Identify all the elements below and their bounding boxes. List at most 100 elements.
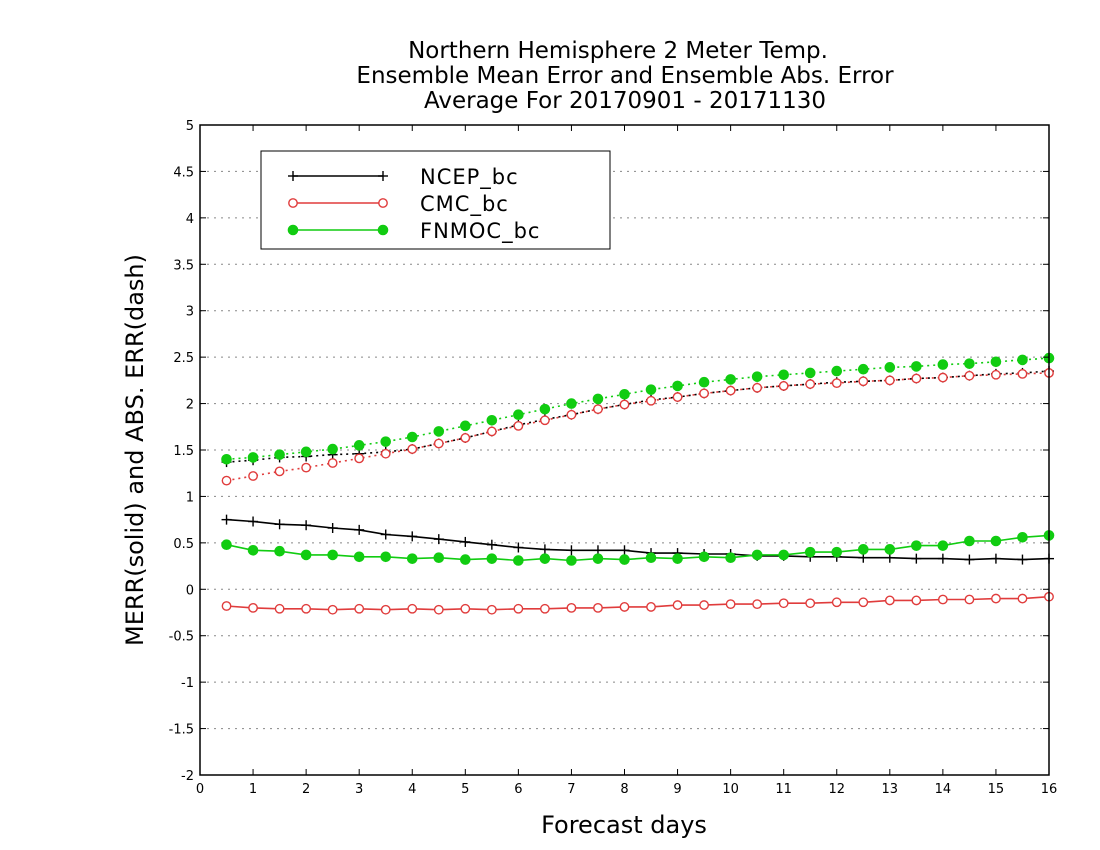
open-circle-marker	[380, 604, 391, 615]
open-circle-marker	[433, 438, 444, 449]
open-circle-marker	[460, 603, 471, 614]
open-circle-marker	[884, 375, 895, 386]
x-tick-label: 14	[935, 782, 952, 797]
open-circle-marker	[301, 462, 312, 473]
open-circle-marker	[964, 594, 975, 605]
filled-circle-marker	[857, 544, 869, 555]
plus-marker	[380, 529, 391, 540]
y-tick-label: 2	[186, 398, 194, 413]
filled-circle-marker	[406, 553, 418, 564]
open-circle-marker	[699, 600, 709, 610]
open-circle-marker	[221, 475, 232, 486]
open-circle-marker	[274, 603, 285, 614]
y-tick-label: -1.5	[169, 723, 194, 738]
filled-circle-marker	[964, 535, 975, 547]
filled-circle-marker	[804, 367, 816, 379]
plus-marker	[460, 536, 471, 547]
plot-frame	[199, 124, 1050, 776]
x-tick-label: 1	[249, 782, 257, 797]
open-circle-marker	[752, 599, 763, 610]
filled-circle-marker	[911, 540, 922, 551]
plus-marker	[301, 520, 312, 531]
filled-circle-marker	[566, 398, 577, 409]
open-circle-marker	[858, 376, 869, 387]
plus-marker	[964, 554, 975, 565]
filled-circle-marker	[247, 544, 259, 556]
y-tick-label: 5	[186, 119, 194, 134]
filled-circle-marker	[698, 376, 710, 388]
open-circle-marker	[407, 444, 418, 454]
filled-circle-marker	[990, 356, 1002, 368]
grid-lines	[200, 170, 1049, 730]
y-tick-label: 0.5	[173, 537, 194, 552]
title-line-1: Northern Hemisphere 2 Meter Temp.	[408, 38, 828, 64]
series-line-dash	[226, 370, 1050, 463]
legend-entry: CMC_bc	[420, 192, 509, 217]
y-tick-label: 3	[186, 305, 194, 320]
x-tick-label: 10	[722, 782, 739, 797]
x-tick-label: 0	[196, 782, 204, 797]
plus-marker	[288, 171, 298, 181]
plus-marker	[513, 542, 524, 553]
open-circle-marker	[327, 604, 338, 615]
filled-circle-marker	[539, 403, 551, 415]
filled-circle-marker	[619, 388, 630, 400]
plus-marker	[433, 534, 444, 545]
plot-axes	[199, 124, 1050, 776]
open-circle-marker	[380, 448, 391, 459]
plus-marker	[1017, 554, 1028, 565]
legend-entry: NCEP_bc	[420, 165, 519, 190]
filled-circle-marker	[619, 554, 630, 565]
series-FNMOC_bc	[221, 352, 1055, 566]
plus-marker	[937, 553, 948, 564]
y-tick-label: 4.5	[173, 165, 194, 180]
open-circle-marker	[778, 598, 789, 609]
x-tick-label: 5	[461, 782, 469, 797]
filled-circle-marker	[884, 362, 896, 373]
open-circle-marker	[593, 404, 603, 415]
plus-marker	[274, 519, 285, 530]
filled-circle-marker	[1017, 354, 1028, 366]
filled-circle-marker	[857, 363, 869, 375]
filled-circle-marker	[592, 393, 604, 405]
filled-circle-marker	[486, 553, 498, 564]
open-circle-marker	[991, 369, 1001, 380]
filled-circle-marker	[937, 359, 949, 370]
open-circle-marker	[619, 602, 630, 612]
filled-circle-marker	[566, 555, 577, 566]
filled-circle-marker	[937, 540, 949, 551]
y-tick-label: 1.5	[173, 444, 194, 459]
filled-circle-marker	[221, 539, 232, 551]
title-line-2: Ensemble Mean Error and Ensemble Abs. Er…	[356, 63, 894, 89]
filled-circle-marker	[221, 453, 232, 465]
filled-circle-marker	[274, 449, 285, 460]
filled-circle-marker	[751, 549, 763, 561]
filled-circle-marker	[300, 446, 312, 458]
plus-marker	[566, 545, 577, 556]
open-circle-marker	[699, 388, 709, 399]
series-NCEP_bc	[221, 366, 1054, 565]
open-circle-marker	[540, 415, 550, 426]
y-tick-label: 4	[186, 212, 194, 227]
filled-circle-marker	[327, 443, 338, 455]
open-circle-marker	[619, 399, 630, 410]
plus-marker	[248, 516, 259, 527]
open-circle-marker	[937, 594, 948, 605]
y-tick-label: -2	[181, 769, 194, 784]
y-tick-label: 3.5	[173, 258, 194, 273]
open-circle-marker	[354, 453, 365, 464]
x-tick-label: 9	[673, 782, 681, 797]
filled-circle-marker	[592, 553, 604, 564]
open-circle-marker	[964, 370, 975, 381]
x-axis-label: Forecast days	[541, 811, 707, 839]
open-circle-marker	[805, 379, 816, 389]
filled-circle-marker	[539, 553, 551, 564]
filled-circle-marker	[831, 365, 843, 377]
open-circle-marker	[327, 458, 338, 468]
plus-marker	[221, 514, 232, 525]
filled-circle-marker	[460, 554, 471, 565]
x-tick-label: 3	[355, 782, 363, 797]
open-circle-marker	[407, 603, 418, 614]
plus-marker	[911, 553, 922, 564]
filled-circle-marker	[990, 535, 1002, 547]
